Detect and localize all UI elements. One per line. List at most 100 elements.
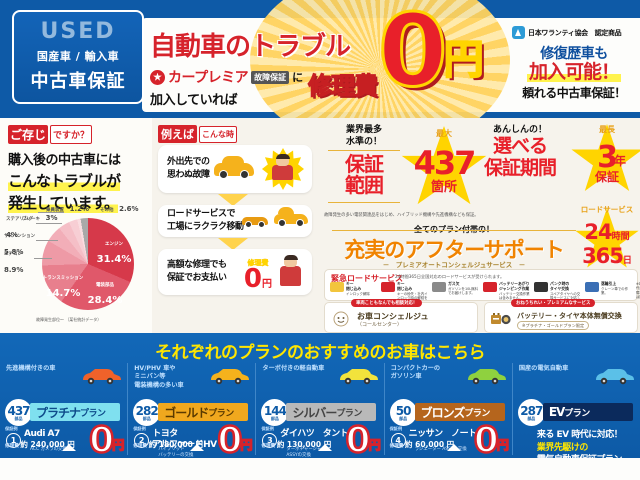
particle-ni: に xyxy=(292,71,304,84)
leader-line xyxy=(34,258,52,259)
left-line3: 発生しています。 xyxy=(8,192,119,213)
plan-guarantee-label: 保証例 xyxy=(133,426,146,431)
plan-card-3[interactable]: ターボ付きの軽自動車 144 部品 シルバー プラン 保証例 3 ダイハツ タント ターボチャー… xyxy=(256,363,385,460)
after-support-subtitle: － プレミアオートコンシェルジュサービス － xyxy=(382,261,526,269)
pie-cat-0: エンジン xyxy=(105,242,123,247)
cost-arrow-icon xyxy=(62,444,76,451)
ev-line2: 業界先駆けの xyxy=(536,442,589,453)
after-support-caption: 全てのプラン付帯の！ xyxy=(324,224,584,235)
used-badge-line1: 国産車 / 輸入車 xyxy=(36,50,120,63)
concierge-face-icon xyxy=(331,311,351,327)
yen-unit: 円 xyxy=(443,36,485,84)
example-flow-panel: 例えば こんな時 外出先での 思わぬ故障 xyxy=(152,118,318,333)
plan-parts-badge: 287 部品 xyxy=(517,399,545,426)
plans-row: 先進機構付きの車 437 部品 プラチナ プラン 保証例 1 Audi A7 ACC カメラの交… xyxy=(0,363,640,465)
feature2-star-unit: 年 xyxy=(614,154,627,168)
tatoeba-tag: 例えば こんな時 xyxy=(158,125,318,143)
plan-yen: 円 xyxy=(240,437,254,453)
feature-note: 故障発生の多い電装関連品をはじめ、ハイブリッド機構や先進機構なども保証。 xyxy=(324,213,479,218)
plan-model: ニッサン ノート xyxy=(408,429,478,439)
plan-card-1[interactable]: 先進機構付きの車 437 部品 プラチナ プラン 保証例 1 Audi A7 ACC カメラの交… xyxy=(0,363,129,460)
pie-slice-label-engine: エンジン 31.4% xyxy=(92,241,136,266)
plan-parts-badge: 144 部品 xyxy=(261,399,289,426)
header-right-line1: 修復歴車も xyxy=(540,46,608,62)
plan-cost-value: 約 180,000 円 xyxy=(148,440,203,449)
pie-slice-label-brake: ブレーキ 3% xyxy=(22,206,57,224)
pie-cat-5: ステアリング xyxy=(6,217,33,222)
pie-val-2: 14.7% xyxy=(45,288,81,299)
association-text: 日本ワランティ協会 認定商品 xyxy=(528,28,622,37)
plan-parts-unit: 部品 xyxy=(399,415,408,421)
header-banner: USED 国産車 / 輸入車 中古車保証 自動車のトラブル カープレミア 故障保… xyxy=(0,0,640,118)
flow-step-2: ロードサービスで 工場にラクラク移動 xyxy=(158,205,312,237)
product-tag: 故障保証 xyxy=(251,70,290,84)
plan-number: 2 xyxy=(134,433,150,448)
fuel-empty-icon xyxy=(432,282,446,292)
gozonji-tag: ご存じ ですか？ xyxy=(8,125,152,144)
plan-guarantee-label: 保証例 xyxy=(261,426,274,431)
plan-cost-label: 修理費 xyxy=(5,444,19,449)
battery-tire-tag: おねうちれい・プレミアムなサービス xyxy=(511,299,596,307)
feature1-star-kakko: 最大 xyxy=(436,129,452,138)
battery-tire-service-box: おねうちれい・プレミアムなサービス バッテリー・タイヤ本体無償交換 ※プラチナ・… xyxy=(484,299,638,333)
plan-parts-count: 50 xyxy=(395,403,412,418)
flow-step-3: 高額な修理でも 保証でお支払い 修理費 0円 xyxy=(158,249,312,295)
header-right-block: 日本ワランティ協会 認定商品 修復歴車も 加入可能！ 頼れる中古車保証！ xyxy=(512,26,636,101)
plan-parts-unit: 部品 xyxy=(14,415,23,421)
flow-step-2-text: ロードサービスで 工場にラクラク移動 xyxy=(167,208,244,232)
plan-name: プラチナ xyxy=(36,405,81,420)
feature1-title: 保証 範囲 xyxy=(345,152,384,197)
emergency-road-service-box: 緊急ロードサービス 24時間365日全国対応のロードサービスが受けられます。 キ… xyxy=(324,269,640,305)
plan-guarantee-label: 保証例 xyxy=(389,426,403,431)
header-right-line3: 頼れる中古車保証！ xyxy=(522,86,626,100)
car-roof xyxy=(278,207,294,214)
tow-truck-icon xyxy=(274,207,308,227)
pie-cat-6: ブレーキ xyxy=(22,217,40,222)
concierge-sub: （コールセンター） xyxy=(357,322,403,328)
concierge-title: お車コンシェルジュ xyxy=(357,312,429,321)
after-support-title: 充実のアフターサポート xyxy=(344,238,565,262)
concierge-tag: 車両こともなんでも相談対応！ xyxy=(351,299,423,307)
feature1-star-unit: 箇所 xyxy=(430,180,457,195)
leader-line xyxy=(36,223,62,224)
flow-step-1: 外出先での 思わぬ故障 xyxy=(158,145,312,193)
after-support-divider xyxy=(332,230,576,231)
plan-part: ターボチャージャー ASSYの交換 xyxy=(286,447,326,458)
features-panel: 業界最多 水準の！ 保証 範囲 最大 437 箇所 あんしんの！ 選べる 保証期… xyxy=(318,118,640,333)
plan-name-chip: ブロンズ プラン xyxy=(414,403,505,421)
road-service-item-text: キー 閉じ込み インロック解除 xyxy=(346,281,370,296)
plan-yen: 円 xyxy=(368,437,382,453)
plan-name-chip: プラチナ プラン xyxy=(30,403,120,421)
chart-source-note: 故障発生部位〜 （某社統計データ） xyxy=(36,317,102,322)
road-service-item-text: バッテリーあがり ジャンピング作業 バッテリー交換作業は含みません。 xyxy=(499,281,530,301)
pie-chart: エンジン 31.4% 電装部品 28.4% トランスミッション 14.7% エア… xyxy=(0,196,152,333)
pie-slice-label-aircon: エアコン 8.9% xyxy=(4,252,34,276)
plan-parts-count: 282 xyxy=(135,403,159,418)
used-badge-line2: 中古車保証 xyxy=(30,71,126,92)
headline-sub: 加入していれば xyxy=(150,93,238,108)
pie-disc xyxy=(42,218,134,310)
product-name: カープレミア xyxy=(168,70,249,86)
tatoeba-red: 例えば xyxy=(158,125,197,143)
step3-zero-label: 修理費 xyxy=(247,259,269,267)
feature1-star-number: 437 xyxy=(413,144,477,182)
plan-yen: 円 xyxy=(111,437,125,453)
pie-val-5: 4% xyxy=(6,230,18,239)
plan-model: ダイハツ タント xyxy=(280,429,349,439)
plan-card-4[interactable]: コンパクトカーの ガソリン車 50 部品 ブロンズ プラン 保証例 4 ニッサン ノート ラジエ… xyxy=(385,363,513,462)
plan-zero: 0 xyxy=(472,420,500,462)
plan-guarantee-label: 保証例 xyxy=(5,426,18,431)
plan-card-2[interactable]: HV/PHV 車や ミニバン等 電装機構の多い車 282 部品 ゴールド プラン 保証例 2… xyxy=(128,363,257,460)
association-logo-icon xyxy=(512,26,525,39)
person-hair xyxy=(275,154,290,159)
car-wheel xyxy=(240,170,249,179)
plan-yen: 円 xyxy=(496,437,510,453)
road-service-item-text: 落輪引上 クレーン車での作業。 xyxy=(601,281,628,296)
plan-parts-count: 287 xyxy=(520,403,543,418)
towing-vehicle-icon xyxy=(242,217,268,228)
used-car-badge: USED 国産車 / 輸入車 中古車保証 xyxy=(12,10,144,104)
road-star-num2: 365 xyxy=(582,244,624,268)
road-service-item: ※車両引き上げ後の修理代金および搬送費用、故障車両等の引き上げ費用は除きます。 xyxy=(636,282,640,305)
